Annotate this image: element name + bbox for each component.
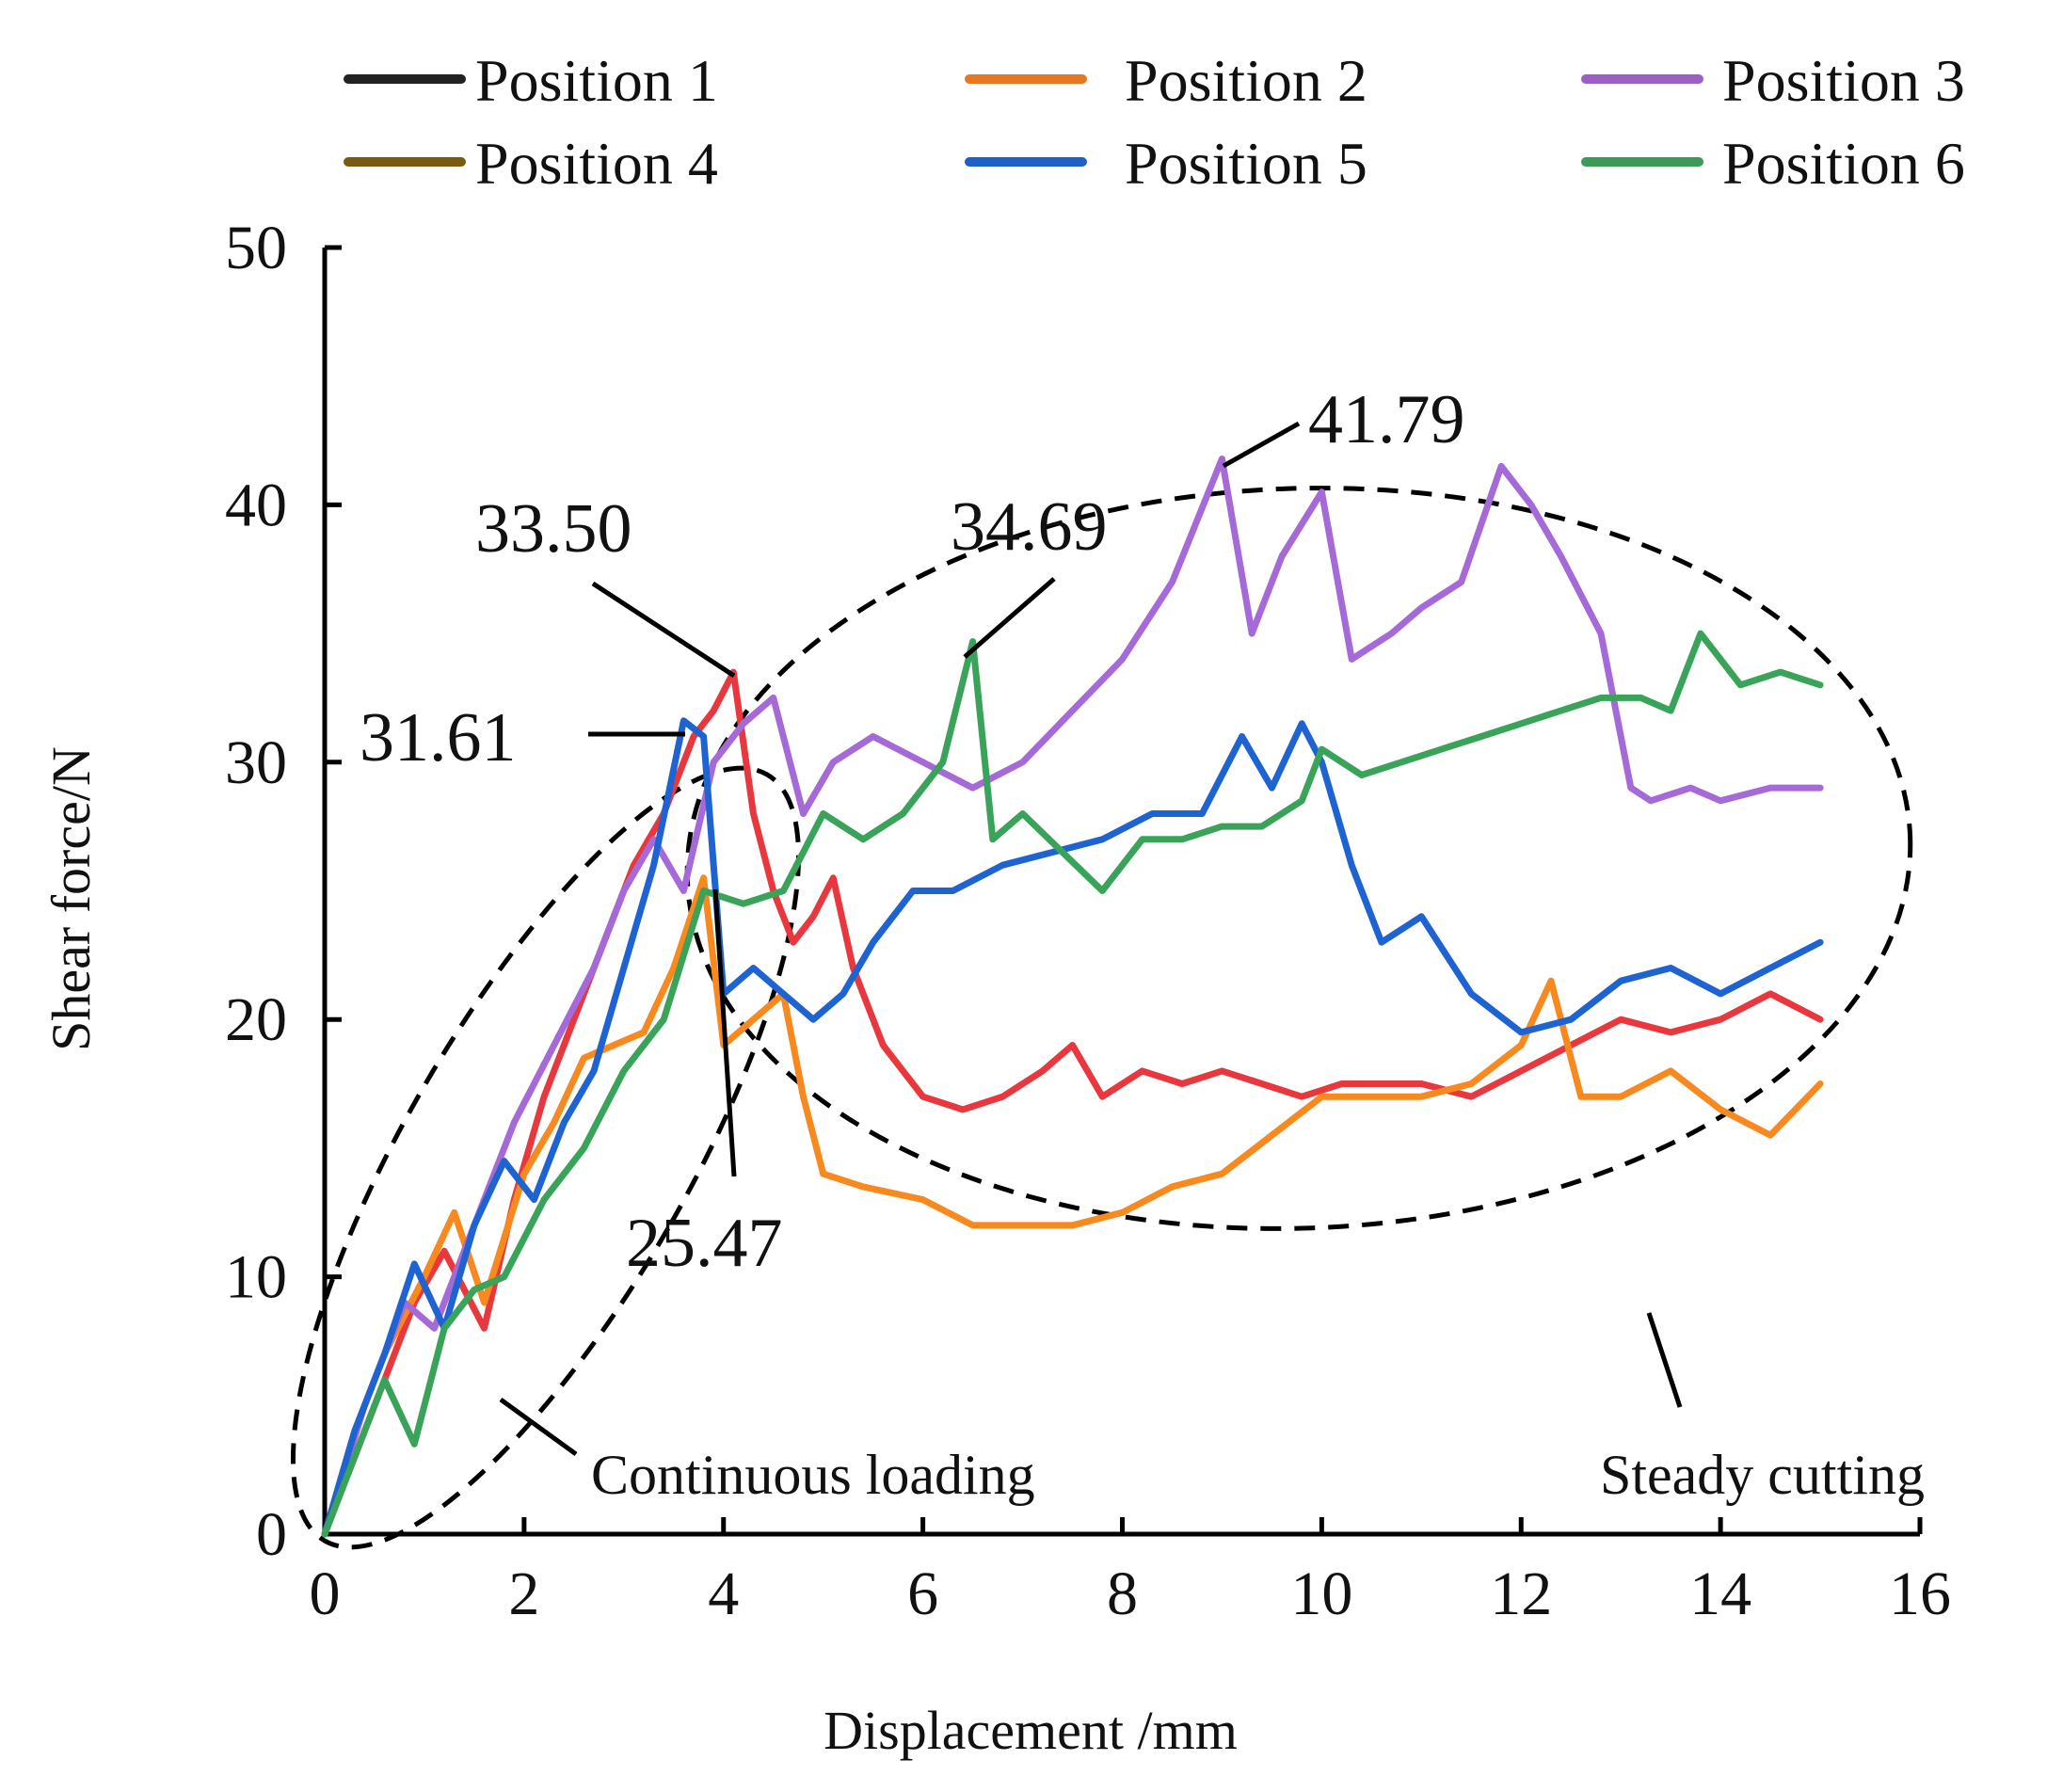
peak-label-purple: 41.79 <box>1308 381 1465 458</box>
steady-cutting-leader <box>1646 1312 1683 1408</box>
continuous-loading-label: Continuous loading <box>591 1444 1035 1506</box>
legend-label: Position 3 <box>1722 47 1965 114</box>
legend-entry: Position 2 <box>965 47 1367 114</box>
peak-label-orange: 25.47 <box>626 1205 783 1282</box>
legend-label: Position 1 <box>475 47 718 114</box>
leader-line-34-69 <box>963 577 1056 659</box>
series-line-3 <box>321 456 1824 1538</box>
continuous-loading-leader <box>499 1397 578 1457</box>
y-tick-label: 30 <box>225 728 287 797</box>
y-tick-label: 50 <box>225 214 287 282</box>
legend-label: Position 2 <box>1125 47 1367 114</box>
leader-line-41-79 <box>1222 421 1301 469</box>
continuous-loading-region <box>290 765 802 1550</box>
series-line-1 <box>321 668 1824 1538</box>
x-tick-label: 14 <box>1689 1560 1751 1628</box>
series-group <box>321 456 1824 1538</box>
y-axis-title: Shear force/N <box>40 746 102 1051</box>
x-ticks: 0 2 4 6 8 10 12 14 16 <box>310 1517 1951 1628</box>
y-tick-label: 10 <box>225 1243 287 1312</box>
legend-label: Position 4 <box>475 130 718 197</box>
x-axis-title: Displacement /mm <box>824 1700 1238 1761</box>
peak-label-blue: 31.61 <box>360 699 517 776</box>
legend-label: Position 5 <box>1125 130 1367 197</box>
series-line-4 <box>321 717 1824 1538</box>
legend-entry: Position 3 <box>1581 47 1965 114</box>
legend-entry: Position 6 <box>1581 130 1965 197</box>
legend: Position 1 Position 2 Position 3 Positio… <box>344 47 1965 197</box>
series-line-5 <box>321 630 1824 1538</box>
leader-line-33-50 <box>591 581 736 679</box>
y-tick-label: 0 <box>256 1500 287 1569</box>
x-tick-label: 16 <box>1889 1560 1951 1628</box>
legend-entry: Position 5 <box>965 130 1367 197</box>
x-tick-label: 2 <box>508 1560 539 1628</box>
steady-cutting-region <box>684 486 1913 1231</box>
steady-cutting-label: Steady cutting <box>1600 1444 1925 1506</box>
y-tick-label: 20 <box>225 985 287 1054</box>
x-tick-label: 8 <box>1107 1560 1138 1628</box>
legend-label: Position 6 <box>1722 130 1965 197</box>
peak-label-green: 34.69 <box>951 488 1108 566</box>
legend-entry: Position 4 <box>344 130 718 197</box>
series-line-2 <box>321 874 1824 1538</box>
y-ticks: 0 10 20 30 40 50 <box>225 214 342 1569</box>
leader-line-25-47 <box>712 888 737 1177</box>
x-tick-label: 0 <box>310 1560 341 1628</box>
x-tick-label: 10 <box>1290 1560 1352 1628</box>
x-tick-label: 12 <box>1490 1560 1552 1628</box>
legend-entry: Position 1 <box>344 47 718 114</box>
y-tick-label: 40 <box>225 471 287 539</box>
peak-label-red: 33.50 <box>475 490 632 568</box>
x-tick-label: 6 <box>907 1560 938 1628</box>
x-tick-label: 4 <box>708 1560 739 1628</box>
